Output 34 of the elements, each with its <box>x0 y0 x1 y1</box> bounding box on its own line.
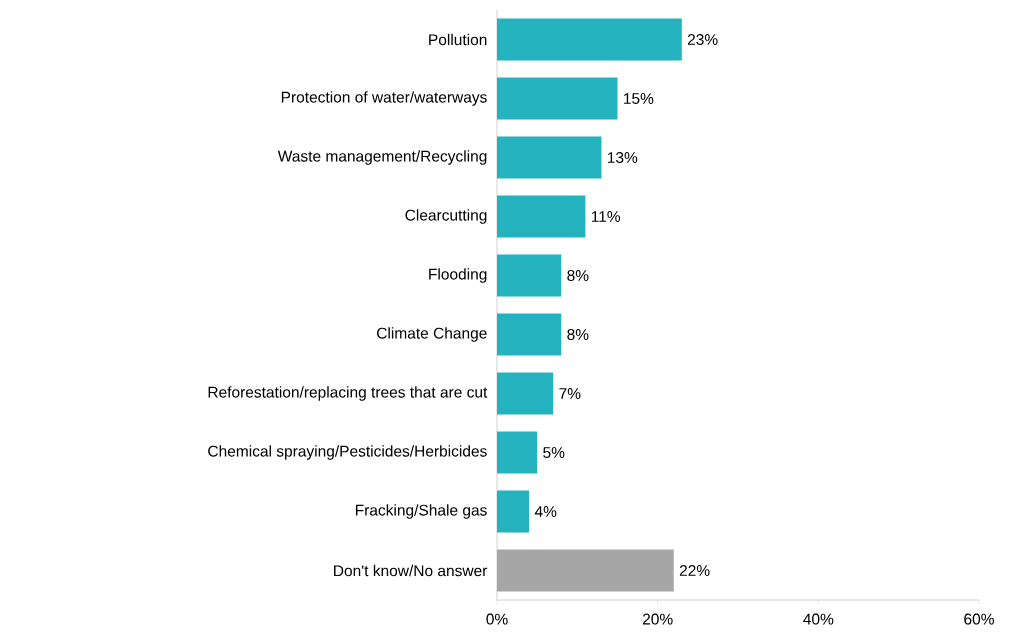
data-label: 8% <box>567 329 589 340</box>
data-label: 7% <box>559 388 581 399</box>
data-label: 22% <box>679 565 710 576</box>
y-tick-label: Reforestation/replacing trees that are cut <box>208 386 488 401</box>
bar <box>497 254 562 297</box>
bar <box>497 313 562 356</box>
bar <box>497 372 554 415</box>
data-label: 5% <box>543 447 565 458</box>
bar <box>497 549 674 592</box>
bar <box>497 490 530 533</box>
data-label: 8% <box>567 270 589 281</box>
bar <box>497 195 586 238</box>
data-label: 15% <box>624 93 654 104</box>
y-tick-label: Protection of water/waterways <box>281 91 487 106</box>
y-tick-label: Fracking/Shale gas <box>355 504 487 519</box>
y-tick-label: Waste management/Recycling <box>277 150 487 165</box>
bar <box>497 18 682 61</box>
y-tick-label: Chemical spraying/Pesticides/Herbicides <box>208 445 487 460</box>
y-tick-label: Climate Change <box>377 327 487 342</box>
y-tick-label: Flooding <box>429 268 487 283</box>
y-tick-label: Clearcutting <box>405 209 487 224</box>
bar <box>497 431 538 474</box>
data-label: 4% <box>534 506 557 517</box>
y-tick-label: Don't know/No answer <box>334 564 488 577</box>
x-tick-label: 0% <box>486 613 508 625</box>
data-label: 13% <box>607 152 638 163</box>
x-tick-label: 20% <box>642 613 673 625</box>
data-label: 11% <box>591 211 621 222</box>
bar <box>497 136 602 179</box>
bar <box>497 77 618 120</box>
y-tick-label: Pollution <box>429 33 487 46</box>
data-label: 23% <box>687 34 718 45</box>
x-tick-label: 40% <box>803 613 834 625</box>
x-tick-label: 60% <box>964 613 994 625</box>
